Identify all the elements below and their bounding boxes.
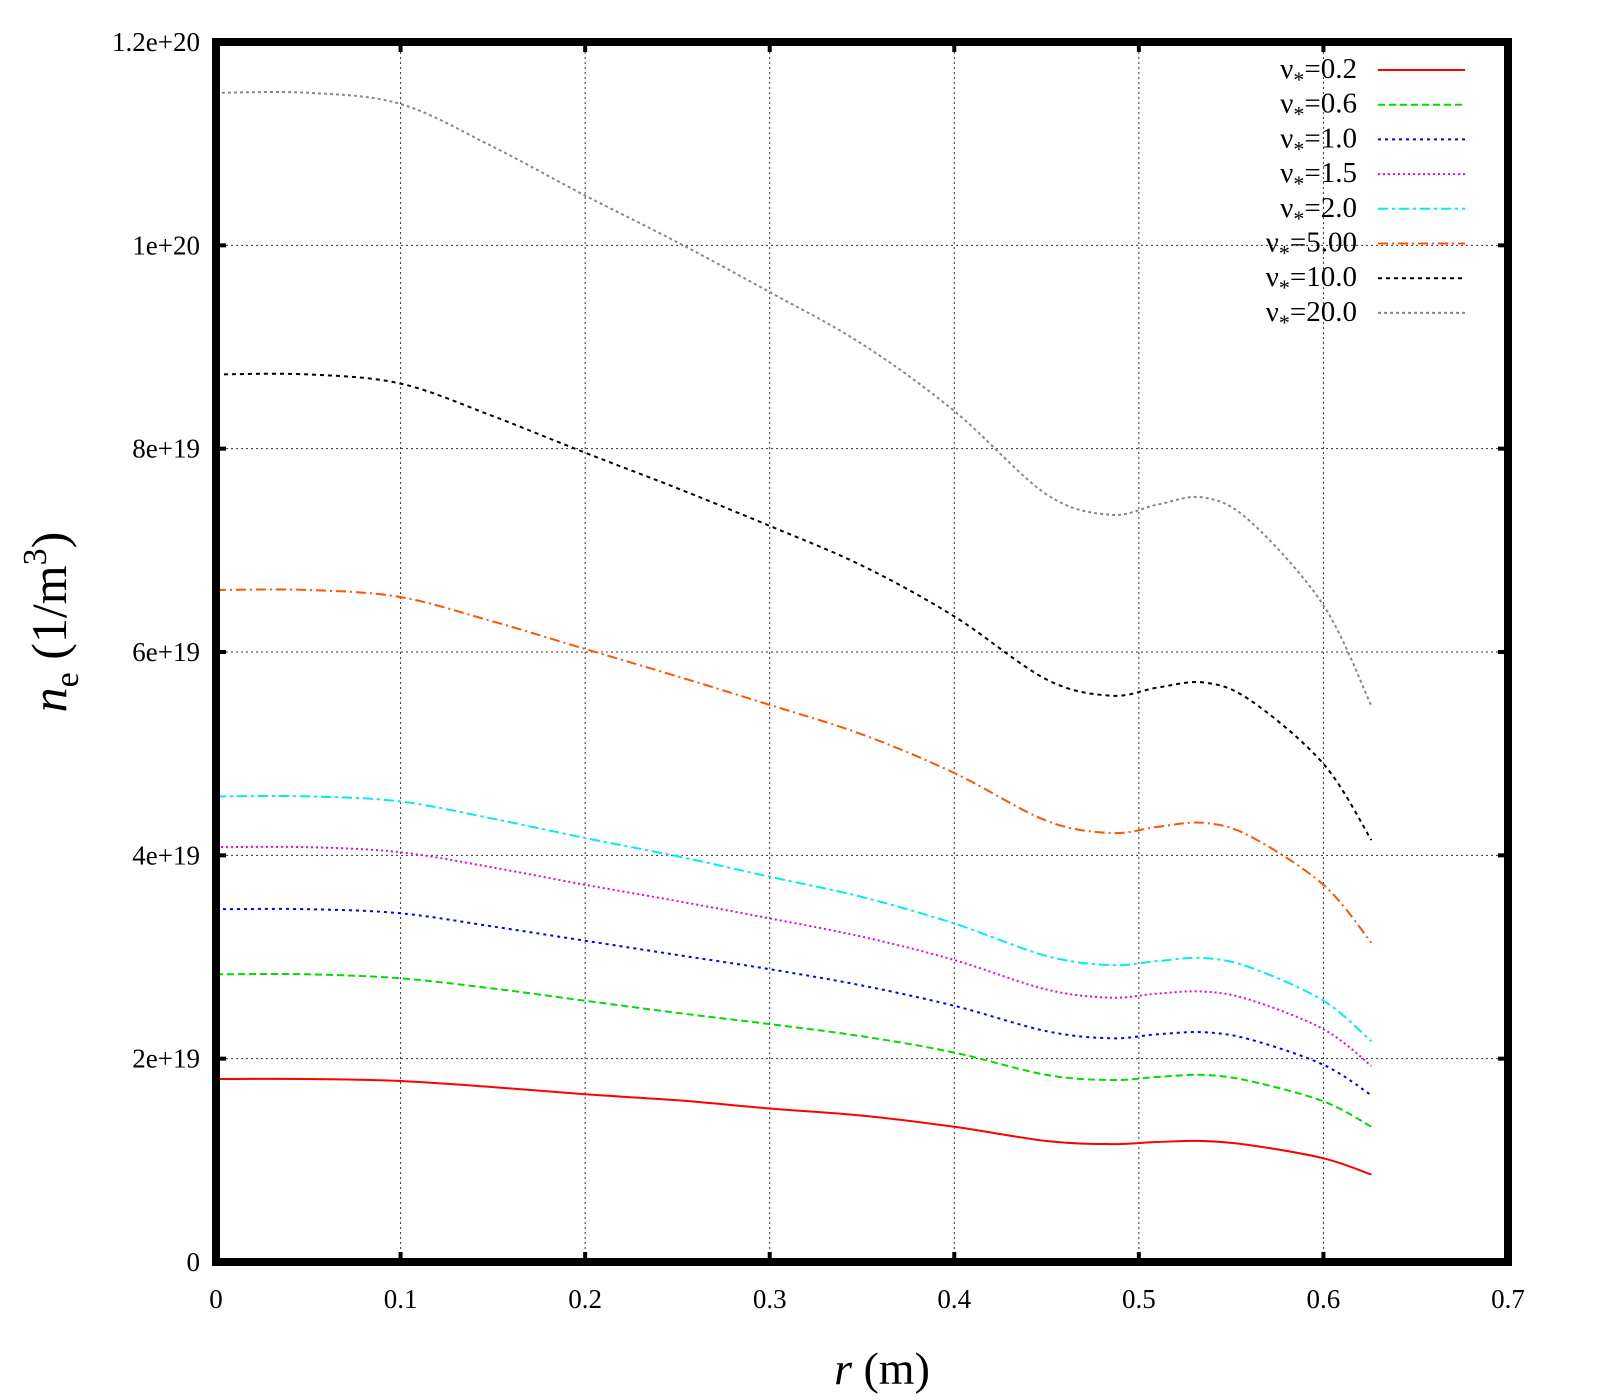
legend-label: ν*=2.0 xyxy=(1280,192,1357,231)
y-axis-unit-close: ) xyxy=(21,532,77,549)
series-line xyxy=(215,972,1372,1128)
legend-label-subscript: * xyxy=(1293,136,1304,161)
legend: ν*=0.2ν*=0.6ν*=1.0ν*=1.5ν*=2.0ν*=5.00ν*=… xyxy=(1266,53,1465,335)
legend-label-subscript: * xyxy=(1279,310,1290,335)
series-line xyxy=(215,795,1373,1043)
series-layer xyxy=(215,91,1373,1176)
legend-label-symbol: ν xyxy=(1280,157,1293,189)
legend-label-symbol: ν xyxy=(1280,122,1293,154)
y-tick-label: 1e+20 xyxy=(132,230,200,260)
y-axis-unit: (1/m xyxy=(21,565,77,672)
y-tick-label: 8e+19 xyxy=(132,434,200,464)
x-tick-label: 0 xyxy=(209,1284,223,1314)
y-axis-symbol: n xyxy=(21,687,77,712)
legend-label-subscript: * xyxy=(1293,171,1304,196)
legend-label-value: =1.5 xyxy=(1304,157,1357,189)
y-axis-unit-sup: 3 xyxy=(17,548,54,565)
legend-label-value: =20.0 xyxy=(1290,296,1357,328)
series-line xyxy=(215,907,1372,1097)
legend-label-value: =0.6 xyxy=(1304,88,1357,120)
x-axis-unit: (m) xyxy=(852,1343,930,1394)
x-tick-label: 0.1 xyxy=(384,1284,418,1314)
legend-label-value: =5.00 xyxy=(1290,227,1357,259)
series-line xyxy=(215,372,1373,841)
x-axis-symbol: r xyxy=(834,1343,853,1394)
legend-label: ν*=1.5 xyxy=(1280,157,1357,196)
series-line xyxy=(215,91,1373,707)
legend-label-subscript: * xyxy=(1293,102,1304,127)
legend-label-value: =2.0 xyxy=(1304,192,1357,224)
x-tick-label: 0.5 xyxy=(1122,1284,1156,1314)
legend-label-symbol: ν xyxy=(1280,88,1293,120)
grid-layer xyxy=(216,42,1508,1262)
x-tick-label: 0.6 xyxy=(1307,1284,1341,1314)
legend-label: ν*=0.6 xyxy=(1280,88,1357,127)
y-tick-label: 6e+19 xyxy=(132,637,200,667)
series-line xyxy=(215,845,1373,1067)
legend-label-value: =10.0 xyxy=(1290,261,1357,293)
legend-label-value: =1.0 xyxy=(1304,122,1357,154)
legend-label-subscript: * xyxy=(1293,67,1304,92)
legend-label-subscript: * xyxy=(1279,275,1290,300)
legend-label-symbol: ν xyxy=(1280,192,1293,224)
legend-label-symbol: ν xyxy=(1266,227,1279,259)
y-axis-subscript: e xyxy=(49,672,86,687)
legend-label-symbol: ν xyxy=(1280,53,1293,85)
legend-label: ν*=20.0 xyxy=(1266,296,1357,335)
legend-label: ν*=0.2 xyxy=(1280,53,1357,92)
y-axis-title: ne (1/m3) xyxy=(17,532,86,713)
legend-label: ν*=10.0 xyxy=(1266,261,1357,300)
legend-label-subscript: * xyxy=(1279,241,1290,266)
series-line xyxy=(215,588,1373,944)
y-tick-label: 2e+19 xyxy=(132,1044,200,1074)
x-tick-label: 0.3 xyxy=(753,1284,787,1314)
y-tick-label: 1.2e+20 xyxy=(112,27,200,57)
legend-label: ν*=1.0 xyxy=(1280,122,1357,161)
y-tick-label: 0 xyxy=(187,1247,201,1277)
x-axis-title: r (m) xyxy=(834,1343,930,1394)
legend-label-subscript: * xyxy=(1293,206,1304,231)
legend-label-symbol: ν xyxy=(1266,296,1279,328)
legend-label-value: =0.2 xyxy=(1304,53,1357,85)
legend-label: ν*=5.00 xyxy=(1266,227,1357,266)
tick-layer: 0 0.1 0.2 0.3 0.4 0.5 0.6 0.7 0 2e+19 4e+19 6e+19 8e… xyxy=(112,27,1525,1314)
series-line xyxy=(215,1077,1372,1176)
x-tick-label: 0.4 xyxy=(937,1284,971,1314)
x-tick-label: 0.7 xyxy=(1491,1284,1525,1314)
legend-label-symbol: ν xyxy=(1266,261,1279,293)
y-tick-label: 4e+19 xyxy=(132,840,200,870)
x-tick-label: 0.2 xyxy=(568,1284,602,1314)
